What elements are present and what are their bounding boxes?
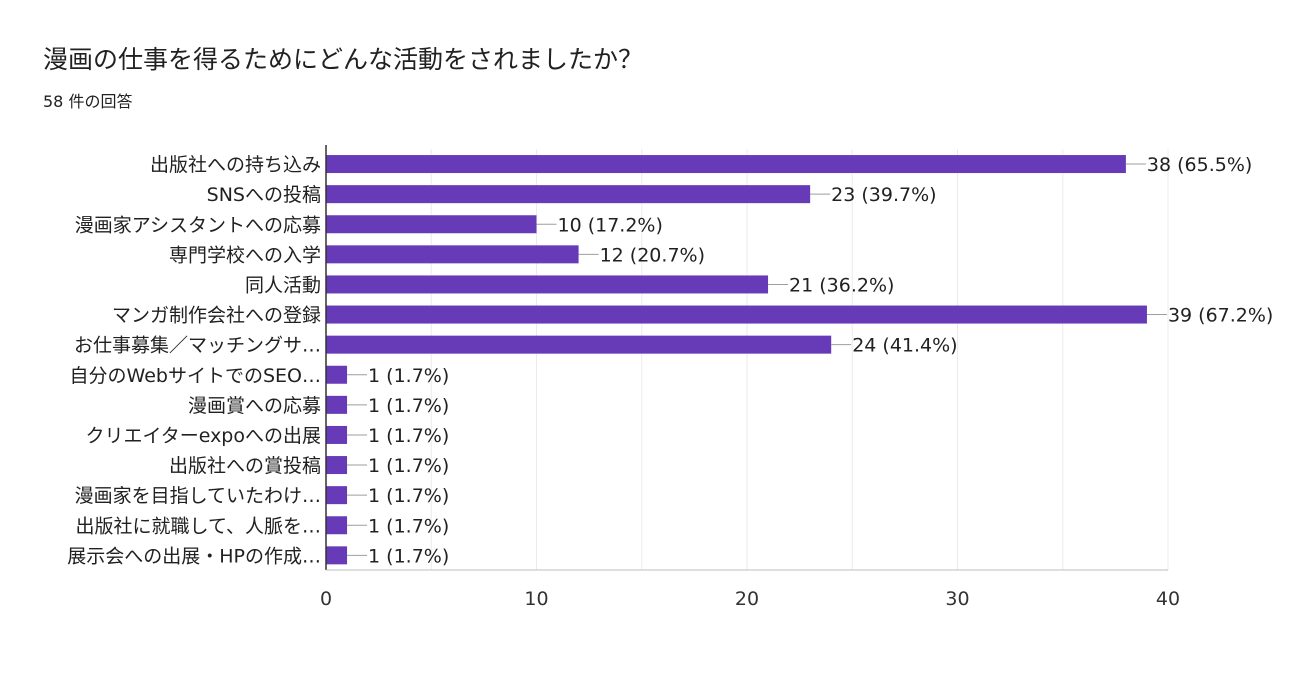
bar xyxy=(326,365,348,384)
data-label: 1 (1.7%) xyxy=(368,485,449,507)
data-label: 21 (36.2%) xyxy=(789,274,894,296)
data-label: 1 (1.7%) xyxy=(368,425,449,447)
bar xyxy=(326,155,1126,174)
category-label: クリエイターexpoへの出展 xyxy=(85,425,321,447)
data-label: 1 (1.7%) xyxy=(368,395,449,417)
response-count: 58 件の回答 xyxy=(43,92,133,111)
bar xyxy=(326,486,348,505)
axes: 0 10 20 30 40 xyxy=(320,145,1180,610)
category-label: 出版社への持ち込み xyxy=(150,154,321,176)
category-label: お仕事募集／マッチングサ… xyxy=(74,335,321,357)
gridlines xyxy=(325,149,1169,570)
category-label: 漫画賞への応募 xyxy=(188,395,321,417)
category-label: 専門学校への入学 xyxy=(169,244,321,266)
data-label: 23 (39.7%) xyxy=(831,184,936,206)
bar xyxy=(326,185,811,204)
x-tick-label: 30 xyxy=(945,588,969,610)
data-label: 38 (65.5%) xyxy=(1147,154,1252,176)
data-label: 1 (1.7%) xyxy=(368,545,449,567)
bar xyxy=(326,456,348,475)
data-label: 1 (1.7%) xyxy=(368,365,449,387)
bar xyxy=(326,275,769,294)
data-label: 24 (41.4%) xyxy=(852,335,957,357)
bar xyxy=(326,425,348,444)
category-label: 出版社に就職して、人脈を… xyxy=(76,515,321,537)
data-label: 1 (1.7%) xyxy=(368,515,449,537)
chart-title: 漫画の仕事を得るためにどんな活動をされましたか？ xyxy=(43,45,644,74)
bar xyxy=(326,305,1147,324)
category-label: 漫画家を目指していたわけ… xyxy=(75,485,321,507)
x-tick-label: 10 xyxy=(524,588,548,610)
category-label: 出版社への賞投稿 xyxy=(169,455,321,477)
data-label: 10 (17.2%) xyxy=(558,214,663,236)
category-label: 同人活動 xyxy=(245,274,321,296)
bars xyxy=(326,155,1147,565)
category-label: マンガ制作会社への登録 xyxy=(112,305,321,327)
bar xyxy=(326,395,348,414)
category-label: SNSへの投稿 xyxy=(207,184,321,206)
data-label: 12 (20.7%) xyxy=(600,244,705,266)
bar xyxy=(326,245,579,264)
bar xyxy=(326,335,832,354)
labels: 出版社への持ち込み 38 (65.5%) SNSへの投稿 23 (39.7%) 漫画家ア… xyxy=(67,154,1273,567)
x-tick-label: 0 xyxy=(320,588,332,610)
bar xyxy=(326,516,348,535)
x-tick-label: 20 xyxy=(735,588,759,610)
category-label: 自分のWebサイトでのSEO… xyxy=(70,365,321,387)
category-label: 漫画家アシスタントへの応募 xyxy=(75,214,321,236)
bar xyxy=(326,215,537,234)
data-label: 1 (1.7%) xyxy=(368,455,449,477)
bar xyxy=(326,546,348,565)
x-tick-label: 40 xyxy=(1156,588,1180,610)
category-label: 展示会への出展・HPの作成… xyxy=(67,545,321,567)
data-label: 39 (67.2%) xyxy=(1168,305,1273,327)
